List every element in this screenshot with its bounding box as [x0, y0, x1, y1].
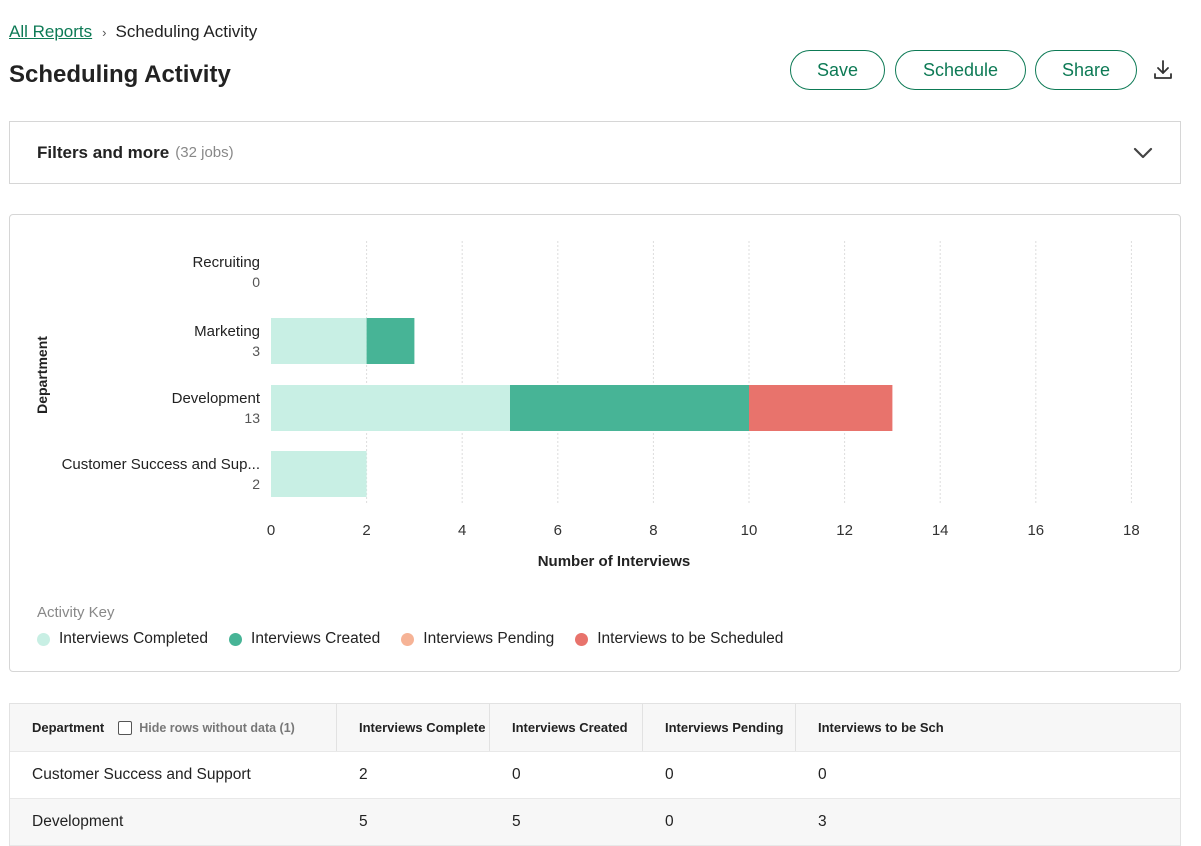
legend-title: Activity Key: [37, 604, 115, 621]
bar-to-be-scheduled: [749, 385, 893, 431]
x-tick-label: 8: [649, 522, 657, 539]
column-header-completed-label: Interviews Completed: [359, 720, 485, 735]
table-row: Customer Success and Support 2 0 0 0: [10, 752, 1180, 799]
category-total: 3: [252, 343, 260, 359]
breadcrumb-link-all-reports[interactable]: All Reports: [9, 22, 93, 41]
download-icon[interactable]: [1151, 58, 1175, 82]
cell-completed: 2: [359, 766, 368, 783]
x-tick-label: 6: [554, 522, 562, 539]
bar-completed: [271, 385, 510, 431]
hide-rows-checkbox[interactable]: [118, 720, 133, 735]
hide-rows-toggle[interactable]: Hide rows without data (1): [118, 720, 295, 735]
column-header-department-label: Department: [32, 720, 105, 735]
share-button[interactable]: Share: [1035, 50, 1137, 90]
bar-completed: [271, 451, 367, 497]
filters-panel[interactable]: Filters and more (32 jobs): [9, 121, 1181, 184]
legend-dot-pending: [401, 632, 415, 646]
cell-created: 0: [512, 766, 521, 783]
column-header-to-be-scheduled-label: Interviews to be Scheduled: [818, 720, 944, 735]
bar-created: [510, 385, 749, 431]
legend-dot-completed: [37, 632, 50, 646]
table-row: Development 5 5 0 3: [10, 799, 1180, 846]
legend-label-created: Interviews Created: [251, 630, 381, 647]
legend-label-pending: Interviews Pending: [423, 630, 555, 647]
x-tick-label: 18: [1123, 522, 1140, 539]
category-total: 2: [252, 476, 260, 492]
bar-created: [366, 318, 415, 364]
save-button[interactable]: Save: [790, 50, 885, 90]
bar-completed: [271, 318, 367, 364]
legend-item-created: Interviews Created: [229, 630, 380, 648]
x-tick-label: 10: [741, 522, 758, 539]
x-tick-label: 14: [932, 522, 949, 539]
legend: Interviews Completed Interviews Created …: [37, 630, 804, 648]
column-header-department[interactable]: Department Hide rows without data (1): [10, 704, 337, 751]
chart-card: 0 2 4 6 8 10 12 14 16 18 Recruiting 0 Marketing 3 Deve…: [9, 214, 1181, 672]
cell-department: Customer Success and Support: [32, 766, 251, 783]
breadcrumb-current: Scheduling Activity: [115, 22, 258, 41]
schedule-button[interactable]: Schedule: [895, 50, 1026, 90]
cell-to-be-scheduled: 0: [818, 766, 827, 783]
filters-job-count: (32 jobs): [175, 144, 234, 161]
cell-completed: 5: [359, 813, 368, 830]
column-header-pending-label: Interviews Pending: [665, 720, 784, 735]
data-table: Department Hide rows without data (1) In…: [9, 703, 1181, 846]
legend-dot-created: [229, 632, 243, 646]
cell-created: 5: [512, 813, 521, 830]
filters-label: Filters and more: [37, 142, 170, 162]
x-tick-label: 12: [836, 522, 853, 539]
column-header-created-label: Interviews Created: [512, 720, 628, 735]
column-header-completed[interactable]: Interviews Completed: [337, 704, 490, 751]
y-axis-label: Department: [34, 336, 50, 414]
category-label: Development: [172, 390, 261, 407]
category-total: 13: [244, 410, 260, 426]
chevron-down-icon[interactable]: [1132, 142, 1154, 164]
column-header-to-be-scheduled[interactable]: Interviews to be Scheduled: [796, 704, 949, 751]
category-label: Customer Success and Sup...: [62, 456, 260, 473]
cell-pending: 0: [665, 813, 674, 830]
legend-label-to-be-scheduled: Interviews to be Scheduled: [597, 630, 784, 647]
x-tick-label: 2: [362, 522, 370, 539]
x-axis-label: Number of Interviews: [538, 553, 691, 570]
legend-item-completed: Interviews Completed: [37, 630, 208, 648]
x-tick-label: 0: [267, 522, 275, 539]
breadcrumb: All Reports › Scheduling Activity: [9, 22, 257, 42]
cell-department: Development: [32, 813, 124, 830]
bar-chart: 0 2 4 6 8 10 12 14 16 18 Recruiting 0 Marketing 3 Deve…: [34, 241, 1140, 570]
hide-rows-label: Hide rows without data (1): [139, 720, 295, 735]
column-header-pending[interactable]: Interviews Pending: [643, 704, 796, 751]
category-label: Recruiting: [192, 254, 260, 271]
legend-item-pending: Interviews Pending: [401, 630, 554, 648]
breadcrumb-separator: ›: [102, 24, 107, 40]
table-header-row: Department Hide rows without data (1) In…: [10, 704, 1180, 752]
column-header-created[interactable]: Interviews Created: [490, 704, 643, 751]
cell-to-be-scheduled: 3: [818, 813, 827, 830]
page-title: Scheduling Activity: [9, 61, 231, 88]
legend-item-to-be-scheduled: Interviews to be Scheduled: [575, 630, 783, 648]
legend-dot-to-be-scheduled: [575, 632, 589, 646]
category-label: Marketing: [194, 323, 260, 340]
category-total: 0: [252, 274, 260, 290]
cell-pending: 0: [665, 766, 674, 783]
legend-label-completed: Interviews Completed: [59, 630, 209, 647]
x-tick-label: 16: [1027, 522, 1044, 539]
x-tick-label: 4: [458, 522, 466, 539]
